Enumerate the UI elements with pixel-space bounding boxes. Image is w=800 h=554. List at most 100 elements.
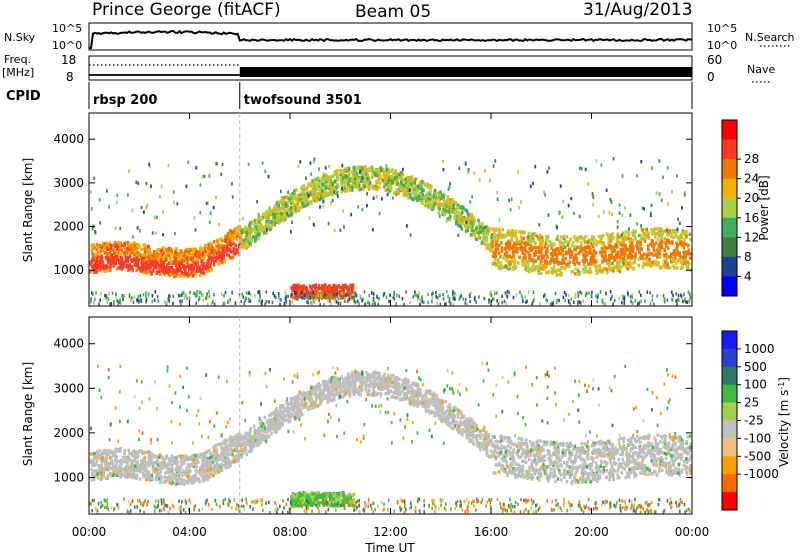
- heatmap-cell: [268, 300, 270, 304]
- heatmap-cell: [137, 245, 141, 250]
- heatmap-cell: [149, 256, 153, 261]
- heatmap-cell: [234, 231, 238, 235]
- heatmap-cell: [432, 291, 434, 295]
- heatmap-cell: [305, 192, 309, 196]
- heatmap-cell: [244, 240, 248, 244]
- heatmap-cell: [184, 249, 187, 254]
- heatmap-cell: [348, 290, 351, 295]
- heatmap-cell: [645, 262, 649, 267]
- heatmap-cell: [522, 256, 525, 260]
- heatmap-cell: [673, 255, 677, 260]
- heatmap-cell: [669, 254, 673, 258]
- heatmap-cell: [510, 233, 513, 237]
- heatmap-cell: [573, 262, 577, 266]
- heatmap-cell: [103, 466, 107, 470]
- heatmap-cell: [442, 208, 446, 212]
- heatmap-cell: [454, 200, 457, 205]
- heatmap-cell: [618, 263, 621, 268]
- heatmap-cell: [109, 247, 113, 251]
- heatmap-cell: [295, 188, 298, 192]
- heatmap-cell: [131, 258, 135, 262]
- heatmap-cell: [630, 240, 634, 244]
- heatmap-cell: [174, 232, 176, 236]
- heatmap-cell: [129, 242, 133, 246]
- colorbar-tick-label: 24: [744, 172, 759, 186]
- heatmap-cell: [685, 263, 688, 267]
- heatmap-cell: [182, 478, 186, 482]
- heatmap-cell: [368, 301, 371, 306]
- heatmap-cell: [545, 234, 548, 239]
- heatmap-cell: [119, 262, 122, 266]
- heatmap-cell: [357, 205, 360, 209]
- heatmap-cell: [657, 229, 661, 233]
- heatmap-cell: [615, 243, 618, 247]
- heatmap-cell: [132, 235, 134, 239]
- heatmap-cell: [596, 299, 599, 304]
- heatmap-cell: [447, 294, 449, 299]
- heatmap-cell: [340, 190, 344, 194]
- heatmap-cell: [199, 466, 202, 470]
- heatmap-cell: [613, 249, 616, 253]
- heatmap-cell: [335, 172, 339, 176]
- heatmap-cell: [581, 259, 585, 263]
- heatmap-cell: [221, 464, 225, 468]
- heatmap-cell: [153, 470, 156, 474]
- heatmap-cell: [140, 205, 143, 210]
- heatmap-cell: [569, 302, 571, 306]
- heatmap-cell: [600, 163, 603, 167]
- heatmap-cell: [151, 256, 155, 260]
- heatmap-cell: [646, 261, 649, 265]
- heatmap-cell: [93, 265, 96, 269]
- heatmap-cell: [206, 201, 209, 205]
- heatmap-cell: [584, 266, 587, 271]
- heatmap-cell: [581, 247, 585, 251]
- cpid-label: CPID: [6, 89, 41, 104]
- heatmap-cell: [671, 290, 673, 294]
- heatmap-cell: [516, 250, 519, 254]
- heatmap-cell: [174, 263, 178, 268]
- heatmap-cell: [412, 181, 415, 186]
- heatmap-cell: [282, 208, 285, 212]
- heatmap-cell: [684, 191, 686, 195]
- heatmap-cell: [141, 259, 144, 263]
- heatmap-cell: [562, 234, 566, 239]
- heatmap-cell: [617, 235, 621, 240]
- heatmap-cell: [98, 456, 101, 460]
- heatmap-cell: [174, 269, 178, 273]
- heatmap-cell: [281, 196, 283, 200]
- heatmap-cell: [570, 250, 573, 254]
- heatmap-cell: [672, 264, 675, 268]
- heatmap-cell: [598, 250, 602, 254]
- nsky-label: N.Sky: [4, 31, 36, 44]
- heatmap-cell: [324, 290, 328, 295]
- heatmap-cell: [185, 256, 189, 261]
- heatmap-cell: [521, 236, 524, 241]
- heatmap-cell: [158, 266, 161, 270]
- heatmap-cell: [490, 293, 493, 297]
- nsky-tick-top: 10^5: [52, 22, 82, 35]
- heatmap-cell: [464, 208, 467, 212]
- heatmap-cell: [501, 265, 504, 270]
- heatmap-cell: [89, 262, 93, 266]
- heatmap-cell: [179, 269, 182, 273]
- heatmap-cell: [182, 454, 185, 459]
- heatmap-cell: [240, 230, 243, 235]
- heatmap-cell: [257, 213, 260, 217]
- heatmap-cell: [230, 256, 233, 260]
- heatmap-cell: [177, 256, 181, 260]
- heatmap-cell: [299, 205, 303, 209]
- heatmap-cell: [382, 293, 385, 298]
- heatmap-cell: [616, 225, 619, 229]
- heatmap-cell: [400, 187, 403, 192]
- heatmap-cell: [202, 470, 205, 474]
- heatmap-cell: [450, 204, 453, 208]
- heatmap-cell: [485, 246, 489, 250]
- heatmap-cell: [134, 468, 138, 472]
- heatmap-cell: [567, 203, 570, 208]
- heatmap-cell: [168, 294, 170, 298]
- heatmap-cell: [419, 186, 423, 190]
- heatmap-cell: [408, 176, 411, 180]
- heatmap-cell: [159, 254, 162, 258]
- heatmap-cell: [226, 231, 230, 236]
- heatmap-cell: [593, 254, 596, 258]
